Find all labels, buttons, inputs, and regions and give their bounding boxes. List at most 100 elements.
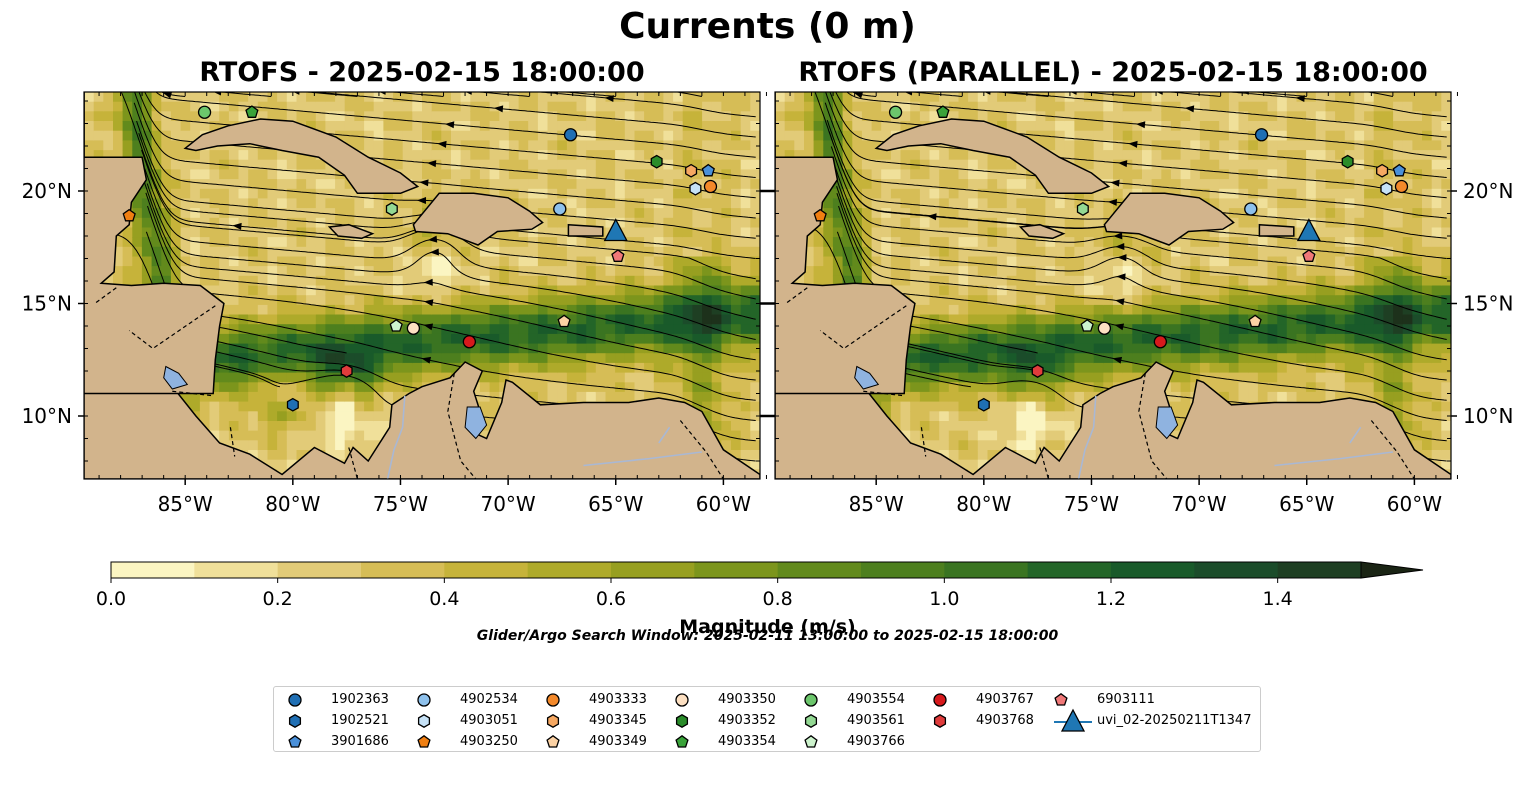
right-lon-label: 65°W: [1279, 492, 1334, 516]
left-lake-nicaragua: [163, 365, 189, 390]
platform-4903250-left: [122, 208, 136, 222]
pentagon-icon: [1054, 692, 1068, 706]
hexagon-icon: [417, 714, 431, 728]
right-lat-label: 20°N: [1463, 179, 1513, 203]
legend-label: 4903561: [847, 713, 905, 728]
pentagon-icon: [675, 734, 689, 748]
circle-icon: [933, 693, 947, 707]
platform-4903349-left: [557, 314, 571, 328]
legend-label: 3901686: [331, 734, 389, 749]
right-map-group: [775, 92, 1451, 479]
left-lat-label: 20°N: [22, 179, 72, 203]
hexagon-icon: [933, 714, 947, 728]
legend-label: 4903766: [847, 734, 905, 749]
left-lon-label: 65°W: [588, 492, 643, 516]
left-land-jamaica: [327, 223, 375, 240]
right-land-yucatan: [775, 92, 916, 395]
colorbar-bin: [1027, 562, 1112, 578]
platform-4903554-right: [888, 105, 903, 119]
legend-label: 4903333: [589, 692, 647, 707]
right-border: [785, 287, 808, 304]
legend-label: 4903345: [589, 713, 647, 728]
platform-4903766-right: [1080, 318, 1094, 332]
platform-3901686-right: [1392, 163, 1406, 177]
right-lon-label: 85°W: [849, 492, 904, 516]
platform-4902534-right: [1244, 202, 1258, 216]
platform-4903352-left: [650, 154, 663, 169]
platform-uvi_02-20250211T1347-left: [603, 218, 628, 242]
right-panel-title: RTOFS (PARALLEL) - 2025-02-15 18:00:00: [798, 57, 1428, 88]
left-lakes: [163, 365, 488, 440]
legend-label: 4903250: [460, 734, 518, 749]
right-lon-label: 60°W: [1387, 492, 1442, 516]
colorbar-bin: [694, 562, 779, 578]
right-border: [1039, 447, 1049, 479]
colorbar-tick-label: 1.0: [929, 588, 960, 610]
left-panel-title: RTOFS - 2025-02-15 18:00:00: [199, 57, 645, 88]
colorbar-bin: [944, 562, 1029, 578]
right-land-central-america: [775, 92, 1451, 479]
right-land-cuba: [874, 118, 1111, 195]
right-lake-nicaragua: [854, 365, 880, 390]
legend-label: 4903768: [976, 713, 1034, 728]
colorbar-bin: [1277, 562, 1362, 578]
right-river: [1077, 395, 1097, 479]
search-window-note: Glider/Argo Search Window: 2025-02-11 13…: [476, 628, 1059, 644]
platform-1902363-right: [1254, 128, 1269, 142]
left-lon-label: 60°W: [696, 492, 751, 516]
platform-4903561-right: [1076, 202, 1089, 216]
platform-4903768-right: [1031, 364, 1044, 378]
platform-4903333-left: [703, 179, 718, 194]
platform-4903333-right: [1394, 179, 1409, 194]
legend-label: 1902521: [331, 713, 389, 728]
colorbar-bin: [777, 562, 862, 578]
left-land-yucatan: [84, 92, 225, 395]
colorbar-bin: [444, 562, 529, 578]
legend-label: 4903350: [718, 692, 776, 707]
platform-4902534-left: [553, 202, 567, 216]
colorbar-bin: [277, 562, 362, 578]
left-lat-label: 10°N: [22, 404, 72, 428]
platform-4903345-right: [1376, 163, 1389, 178]
legend-label: 4903349: [589, 734, 647, 749]
left-lake-maracaibo: [464, 406, 488, 440]
platform-4903767-right: [1153, 335, 1168, 349]
pentagon-icon: [417, 734, 431, 748]
platform-4903768-left: [340, 364, 353, 378]
right-land-puerto-rico: [1258, 223, 1295, 237]
left-border: [94, 287, 117, 304]
left-lon-label: 85°W: [158, 492, 213, 516]
platform-4903051-left: [689, 181, 702, 196]
colorbar: [110, 561, 1424, 583]
hexagon-icon: [804, 714, 818, 728]
colorbar-tick-label: 0.8: [762, 588, 793, 610]
pentagon-icon: [804, 734, 818, 748]
platform-4903349-right: [1248, 314, 1262, 328]
right-lon-label: 70°W: [1171, 492, 1226, 516]
colorbar-tick-label: 0.4: [429, 588, 460, 610]
figure-title: Currents (0 m): [619, 6, 916, 47]
right-lat-label: 10°N: [1463, 404, 1513, 428]
platform-6903111-left: [611, 249, 625, 262]
legend-label: 4903554: [847, 692, 905, 707]
right-river: [1349, 426, 1362, 444]
platform-4903554-left: [197, 105, 212, 119]
platform-4903051-right: [1380, 181, 1393, 196]
pentagon-icon: [546, 734, 560, 748]
legend-label: 4903354: [718, 734, 776, 749]
platform-uvi_02-20250211T1347-right: [1296, 218, 1321, 242]
colorbar-label: Magnitude (m/s): [679, 616, 856, 638]
hexagon-icon: [546, 714, 560, 728]
platform-4903350-left: [406, 321, 421, 335]
colorbar-bin: [527, 562, 612, 578]
left-river: [658, 426, 671, 444]
platform-4903350-right: [1097, 321, 1112, 335]
platform-4903561-left: [385, 202, 398, 216]
circle-icon: [675, 693, 689, 707]
left-lat-label: 15°N: [22, 292, 72, 316]
colorbar-tick-label: 0.0: [95, 588, 127, 610]
right-land-jamaica: [1018, 223, 1066, 240]
colorbar-extend-arrow: [1360, 561, 1424, 579]
left-land-puerto-rico: [567, 223, 604, 237]
platform-4903250-right: [813, 208, 827, 222]
